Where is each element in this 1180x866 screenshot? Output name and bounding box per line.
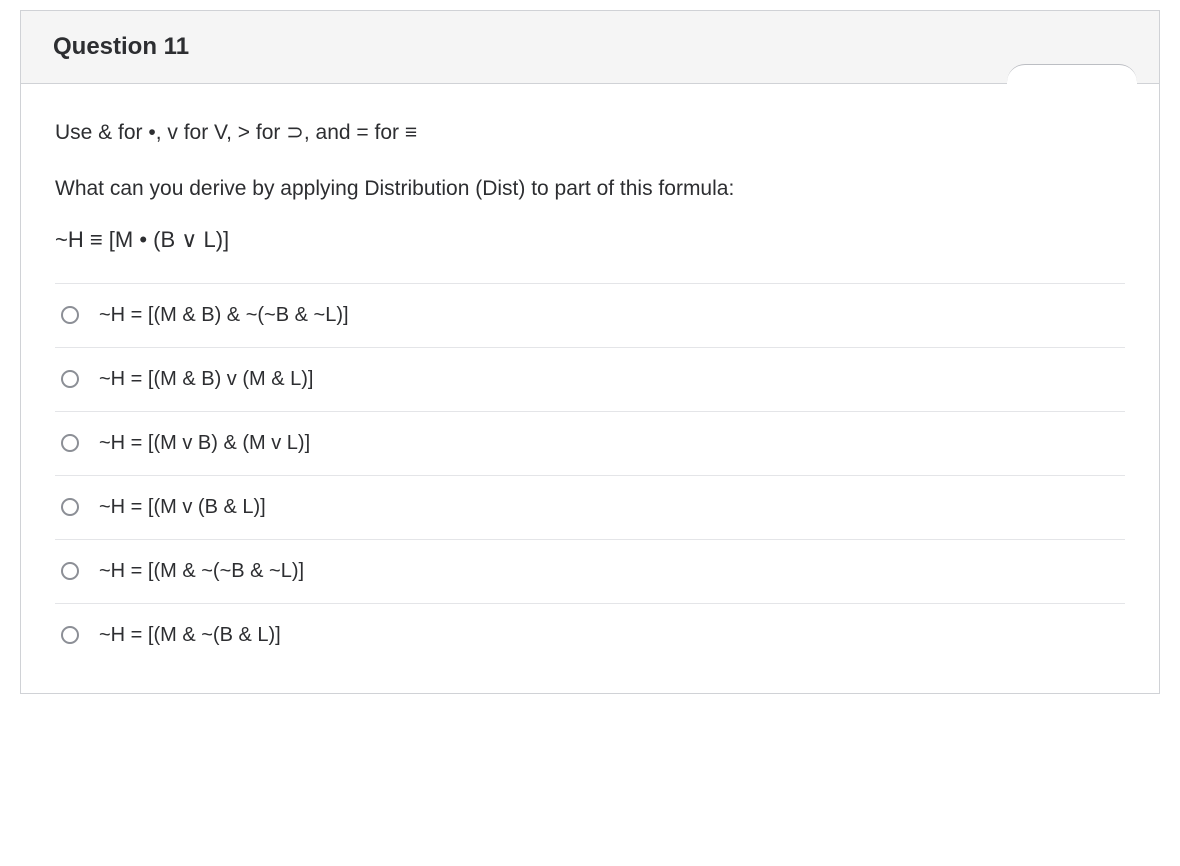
option-item[interactable]: ~H = [(M v (B & L)]: [55, 475, 1125, 539]
radio-icon[interactable]: [61, 434, 79, 452]
question-card: Question 11 Use & for •, v for V, > for …: [20, 10, 1160, 694]
radio-icon[interactable]: [61, 562, 79, 580]
prompt-text: What can you derive by applying Distribu…: [55, 174, 1125, 204]
option-item[interactable]: ~H = [(M & ~(~B & ~L)]: [55, 539, 1125, 603]
options-list: ~H = [(M & B) & ~(~B & ~L)] ~H = [(M & B…: [55, 283, 1125, 667]
option-label: ~H = [(M & ~(B & L)]: [99, 624, 281, 647]
points-tab: [1007, 64, 1137, 84]
radio-icon[interactable]: [61, 370, 79, 388]
radio-icon[interactable]: [61, 306, 79, 324]
option-label: ~H = [(M & B) v (M & L)]: [99, 368, 313, 391]
option-label: ~H = [(M & B) & ~(~B & ~L)]: [99, 304, 349, 327]
option-item[interactable]: ~H = [(M & ~(B & L)]: [55, 603, 1125, 667]
option-item[interactable]: ~H = [(M & B) & ~(~B & ~L)]: [55, 283, 1125, 347]
radio-icon[interactable]: [61, 626, 79, 644]
question-body: Use & for •, v for V, > for ⊃, and = for…: [21, 84, 1159, 693]
question-title: Question 11: [53, 33, 1127, 61]
option-label: ~H = [(M v (B & L)]: [99, 496, 266, 519]
radio-icon[interactable]: [61, 498, 79, 516]
option-label: ~H = [(M & ~(~B & ~L)]: [99, 560, 304, 583]
formula-text: ~H ≡ [M • (B ∨ L)]: [55, 227, 1125, 253]
option-label: ~H = [(M v B) & (M v L)]: [99, 432, 310, 455]
option-item[interactable]: ~H = [(M & B) v (M & L)]: [55, 347, 1125, 411]
instruction-text: Use & for •, v for V, > for ⊃, and = for…: [55, 118, 1125, 148]
option-item[interactable]: ~H = [(M v B) & (M v L)]: [55, 411, 1125, 475]
question-header: Question 11: [21, 11, 1159, 84]
